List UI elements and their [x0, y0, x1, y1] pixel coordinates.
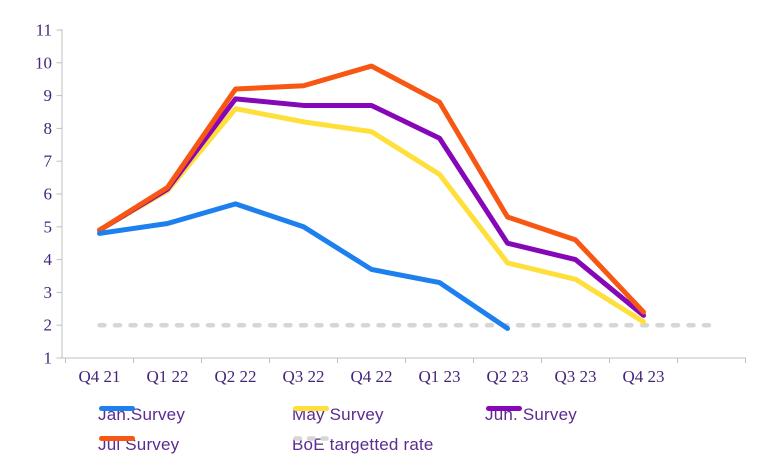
- y-axis-label: 2: [44, 316, 53, 335]
- series-line-may-survey: [97, 106, 646, 325]
- y-axis-label: 6: [44, 185, 53, 204]
- legend-item-boe-targetted-rate: BoE targetted rate: [292, 434, 434, 456]
- y-axis-label: 10: [35, 53, 52, 72]
- x-axis-label: Q1 22: [146, 367, 188, 386]
- y-axis-label: 7: [44, 152, 53, 171]
- y-axis-label: 1: [44, 349, 53, 368]
- legend-swatch-jan-survey: [99, 406, 135, 411]
- series-line-jan-survey: [97, 201, 510, 331]
- y-axis-label: 9: [44, 86, 53, 105]
- x-axis-label: Q4 23: [622, 367, 664, 386]
- legend-item-jul-survey: Jul Survey: [98, 434, 179, 456]
- y-axis-label: 4: [44, 250, 53, 269]
- y-axis-label: 3: [44, 283, 53, 302]
- legend-swatch-jul-survey: [99, 436, 135, 441]
- x-axis-label: Q1 23: [418, 367, 460, 386]
- legend-item-jun-survey: Jun. Survey: [485, 404, 577, 426]
- x-axis-label: Q4 22: [350, 367, 392, 386]
- y-axis-label: 5: [44, 217, 53, 236]
- x-axis-label: Q2 23: [486, 367, 528, 386]
- y-axis-label: 8: [44, 119, 53, 138]
- legend-swatch-jun-survey: [486, 406, 522, 411]
- series-line-jul-survey: [97, 63, 646, 315]
- legend-swatch-may-survey: [293, 406, 329, 411]
- legend-item-jan-survey: Jan.Survey: [98, 404, 185, 426]
- x-axis-label: Q4 21: [78, 367, 120, 386]
- x-axis-label: Q2 22: [214, 367, 256, 386]
- legend-swatch-boe-targetted-rate: [293, 436, 329, 441]
- x-axis-label: Q3 23: [554, 367, 596, 386]
- y-axis-label: 11: [36, 21, 52, 40]
- legend-item-may-survey: May Survey: [292, 404, 384, 426]
- x-axis-label: Q3 22: [282, 367, 324, 386]
